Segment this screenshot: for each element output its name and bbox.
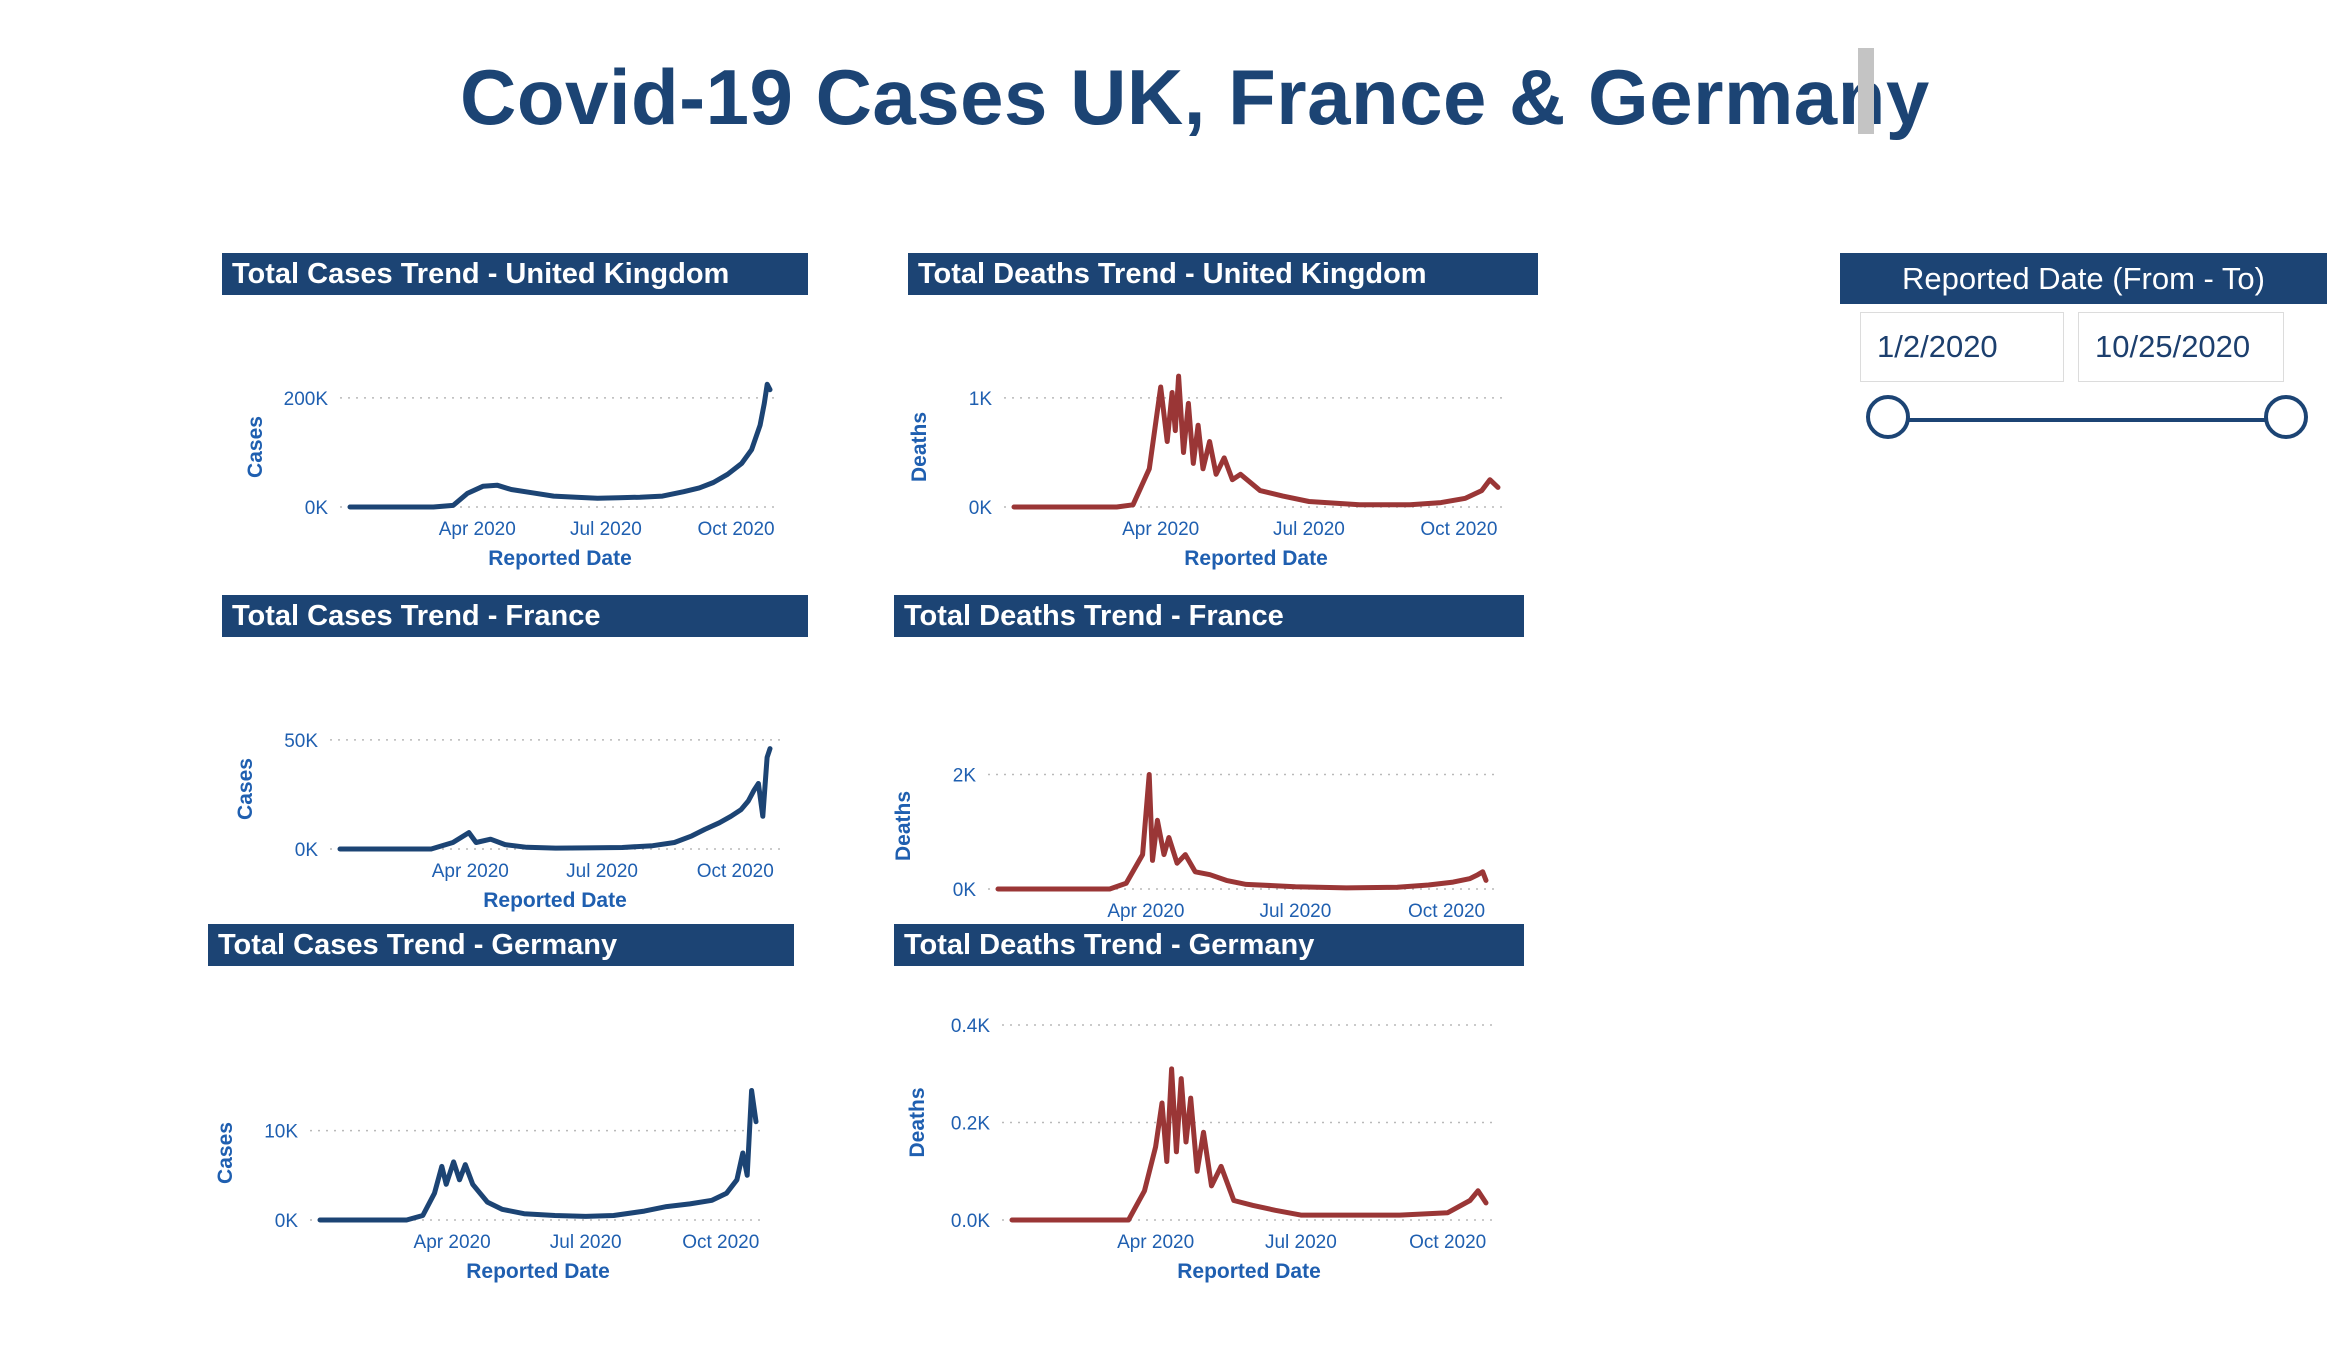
x-axis-label: Reported Date: [466, 1260, 610, 1283]
uk-cases-plot: 0K 200K Apr 2020 Jul 2020 Oct 2020 Reported D…: [244, 381, 780, 570]
de-cases-chart-title: Total Cases Trend - Germany: [208, 924, 794, 966]
x-tick-label: Apr 2020: [1122, 519, 1199, 540]
text-cursor-bar: [1858, 48, 1874, 134]
date-to-input[interactable]: 10/25/2020: [2078, 312, 2284, 382]
x-tick-label: Oct 2020: [697, 861, 774, 882]
y-tick-label: 2K: [953, 765, 977, 786]
x-axis-label: Reported Date: [1184, 547, 1328, 570]
x-tick-label: Apr 2020: [414, 1232, 491, 1253]
x-tick-label: Jul 2020: [550, 1232, 622, 1253]
y-tick-label: 0.2K: [951, 1114, 990, 1135]
slider-handle-from[interactable]: [1866, 395, 1910, 439]
y-axis-label: Deaths: [892, 791, 915, 861]
fr-cases-series-line: [337, 746, 773, 852]
x-tick-label: Oct 2020: [1420, 519, 1497, 540]
y-tick-label: 10K: [264, 1122, 298, 1143]
y-tick-label: 1K: [969, 389, 993, 410]
de-cases-series-line: [317, 1088, 759, 1223]
y-tick-label: 0K: [295, 840, 319, 861]
x-tick-label: Oct 2020: [682, 1232, 759, 1253]
x-axis-label: Reported Date: [483, 889, 627, 912]
de-deaths-series-line: [1009, 1066, 1489, 1223]
y-tick-label: 0K: [969, 498, 993, 519]
x-tick-label: Jul 2020: [1259, 901, 1331, 922]
de-deaths-plot: 0.0K 0.2K 0.4K Apr 2020 Jul 2020 Oct 2020 Repo…: [906, 1016, 1496, 1283]
de-cases-chart: Total Cases Trend - Germany 0K 10K Apr 2020…: [208, 924, 808, 1284]
y-tick-label: 0K: [275, 1211, 299, 1232]
x-axis-label: Reported Date: [488, 547, 632, 570]
x-tick-label: Jul 2020: [566, 861, 638, 882]
slider-track[interactable]: [1888, 418, 2286, 422]
x-tick-label: Apr 2020: [1117, 1232, 1194, 1253]
fr-deaths-chart: Total Deaths Trend - France 0K 2K Apr 2020 J…: [892, 595, 1524, 955]
y-axis-label: Deaths: [906, 1087, 929, 1157]
de-deaths-chart-title: Total Deaths Trend - Germany: [894, 924, 1524, 966]
y-axis-label: Cases: [244, 416, 267, 478]
x-tick-label: Oct 2020: [698, 519, 775, 540]
y-tick-label: 0.4K: [951, 1016, 990, 1037]
x-tick-label: Apr 2020: [1107, 901, 1184, 922]
slider-handle-to[interactable]: [2264, 395, 2308, 439]
y-axis-label: Cases: [214, 1122, 237, 1184]
date-from-input[interactable]: 1/2/2020: [1860, 312, 2064, 382]
date-range-slicer[interactable]: Reported Date (From - To) 1/2/2020 10/25…: [1840, 253, 2327, 453]
y-axis-label: Deaths: [908, 412, 931, 482]
uk-cases-chart: Total Cases Trend - United Kingdom 0K 200K…: [222, 253, 822, 613]
x-tick-label: Jul 2020: [570, 519, 642, 540]
uk-deaths-chart: Total Deaths Trend - United Kingdom 0K 1K A…: [908, 253, 1538, 613]
fr-deaths-chart-title: Total Deaths Trend - France: [894, 595, 1524, 637]
x-tick-label: Oct 2020: [1409, 1232, 1486, 1253]
uk-deaths-plot: 0K 1K Apr 2020 Jul 2020 Oct 2020 Reported Dat…: [908, 373, 1508, 570]
y-tick-label: 0K: [305, 498, 329, 519]
fr-cases-plot: 0K 50K Apr 2020 Jul 2020 Oct 2020 Reported Da…: [234, 731, 780, 912]
x-tick-label: Jul 2020: [1265, 1232, 1337, 1253]
page-title: Covid-19 Cases UK, France & Germany: [460, 53, 1930, 141]
fr-cases-chart: Total Cases Trend - France 0K 50K Apr 2020 J…: [222, 595, 822, 955]
x-tick-label: Apr 2020: [439, 519, 516, 540]
fr-deaths-series-line: [995, 772, 1489, 892]
fr-cases-chart-title: Total Cases Trend - France: [222, 595, 808, 637]
x-axis-label: Reported Date: [1177, 1260, 1321, 1283]
slicer-title: Reported Date (From - To): [1840, 253, 2327, 304]
uk-cases-series-line: [347, 381, 773, 510]
x-tick-label: Apr 2020: [432, 861, 509, 882]
x-tick-label: Jul 2020: [1273, 519, 1345, 540]
y-tick-label: 0K: [953, 880, 977, 901]
uk-deaths-series-line: [1011, 373, 1501, 510]
uk-deaths-chart-title: Total Deaths Trend - United Kingdom: [908, 253, 1538, 295]
y-axis-label: Cases: [234, 758, 257, 820]
x-tick-label: Oct 2020: [1408, 901, 1485, 922]
y-tick-label: 200K: [284, 389, 329, 410]
de-cases-plot: 0K 10K Apr 2020 Jul 2020 Oct 2020 Reported Da…: [214, 1088, 766, 1283]
y-tick-label: 50K: [284, 731, 318, 752]
y-tick-label: 0.0K: [951, 1211, 990, 1232]
uk-cases-chart-title: Total Cases Trend - United Kingdom: [222, 253, 808, 295]
de-deaths-chart: Total Deaths Trend - Germany 0.0K 0.2K 0.4K…: [894, 924, 1524, 1284]
